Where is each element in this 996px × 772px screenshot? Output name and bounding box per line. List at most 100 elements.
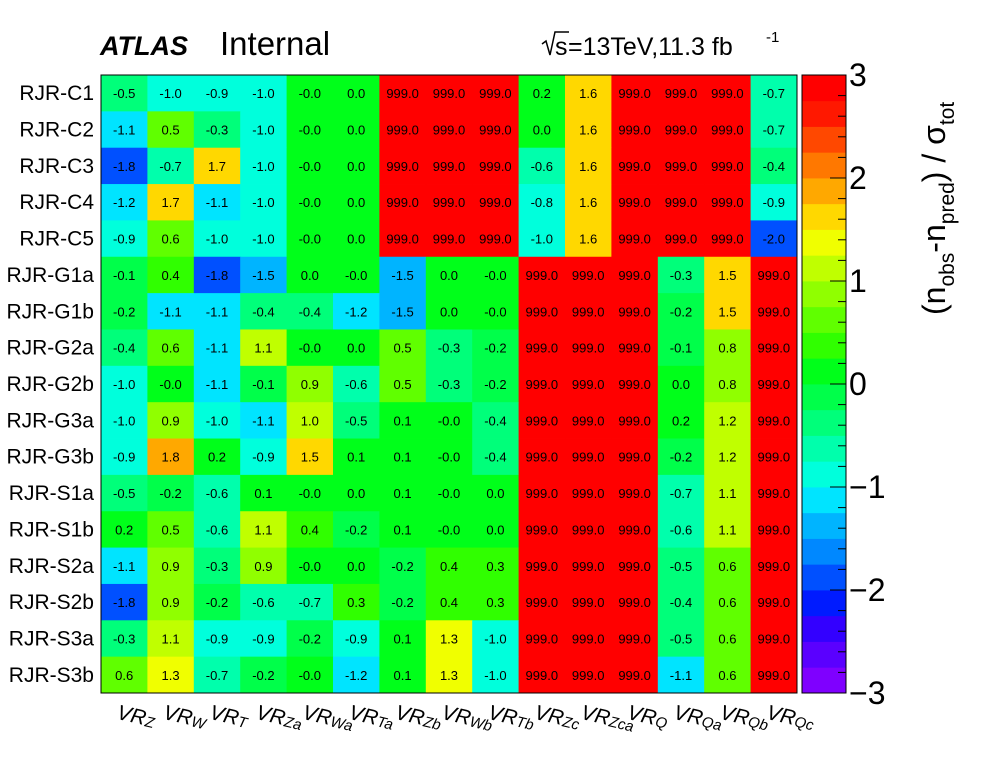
heatmap-cell bbox=[240, 402, 287, 439]
cell-value-label: 999.0 bbox=[386, 195, 419, 210]
cell-value-label: 0.5 bbox=[394, 341, 412, 356]
cell-value-label: 0.5 bbox=[162, 123, 180, 138]
heatmap-cell bbox=[193, 75, 241, 112]
cell-value-label: -1.0 bbox=[252, 195, 274, 210]
cell-value-label: 0.6 bbox=[162, 232, 180, 247]
row-label: RJR-C4 bbox=[19, 191, 94, 214]
heatmap-cell bbox=[657, 474, 705, 512]
color-scale-segment bbox=[802, 75, 846, 102]
color-scale-title: (nobs-npred) / σtot bbox=[916, 102, 959, 315]
cell-value-label: 0.6 bbox=[162, 341, 180, 356]
title-part-minus-n: -n bbox=[916, 224, 952, 252]
color-scale-segment bbox=[802, 384, 846, 411]
cell-value-label: 999.0 bbox=[758, 668, 791, 683]
cell-value-label: 999.0 bbox=[479, 159, 512, 174]
cell-value-label: 999.0 bbox=[386, 123, 419, 138]
heatmap-cell bbox=[425, 147, 473, 185]
cell-value-label: 0.0 bbox=[347, 232, 365, 247]
row-label: RJR-G2a bbox=[6, 337, 94, 360]
heatmap-cell bbox=[704, 365, 751, 403]
heatmap-cell bbox=[518, 402, 566, 439]
heatmap-cell bbox=[518, 256, 566, 294]
heatmap-cell bbox=[518, 75, 566, 112]
column-label-sub: Qa bbox=[700, 714, 723, 735]
row-label: RJR-S2b bbox=[9, 591, 94, 614]
cell-value-label: 999.0 bbox=[758, 486, 791, 501]
heatmap-cell bbox=[379, 147, 427, 185]
cell-value-label: 1.2 bbox=[718, 413, 736, 428]
cell-value-label: -0.3 bbox=[206, 123, 228, 138]
color-scale-segment bbox=[802, 512, 846, 539]
cell-value-label: 999.0 bbox=[618, 668, 651, 683]
column-label-sub: Q bbox=[653, 714, 669, 733]
heatmap-cell bbox=[193, 293, 241, 330]
cell-value-label: -0.7 bbox=[763, 86, 785, 101]
heatmap-cell bbox=[333, 547, 380, 585]
heatmap-cell bbox=[147, 111, 195, 149]
heatmap-cell bbox=[657, 402, 705, 439]
heatmap-cell bbox=[333, 511, 380, 548]
heatmap-cell bbox=[101, 329, 148, 367]
heatmap-cell bbox=[240, 474, 287, 512]
column-label: VRQc bbox=[764, 701, 817, 734]
cell-value-label: -0.3 bbox=[438, 341, 460, 356]
heatmap-cell bbox=[611, 583, 659, 621]
heatmap-cell bbox=[657, 620, 705, 658]
heatmap-cell bbox=[240, 583, 287, 621]
heatmap-cell bbox=[750, 365, 798, 403]
heatmap-cell bbox=[472, 656, 519, 694]
cell-value-label: 0.0 bbox=[347, 86, 365, 101]
cell-value-label: 0.2 bbox=[672, 413, 690, 428]
heatmap-cell bbox=[286, 402, 334, 439]
row-label: RJR-G1a bbox=[6, 264, 94, 287]
cell-value-label: -1.5 bbox=[391, 268, 413, 283]
cell-value-label: -0.7 bbox=[299, 595, 321, 610]
heatmap-value-labels: -0.5 -1.0 -0.9 -1.0 -0.0 0.0 999.0 999.0 999.0 0.… bbox=[113, 86, 790, 683]
heatmap-cell bbox=[425, 656, 473, 694]
cell-value-label: 999.0 bbox=[526, 377, 559, 392]
cell-value-label: -1.1 bbox=[206, 377, 228, 392]
cell-value-label: 999.0 bbox=[758, 450, 791, 465]
cell-value-label: -1.0 bbox=[531, 232, 553, 247]
cell-value-label: 999.0 bbox=[758, 559, 791, 574]
cell-value-label: 999.0 bbox=[758, 631, 791, 646]
heatmap-cell bbox=[333, 474, 380, 512]
cell-value-label: -2.0 bbox=[763, 232, 785, 247]
heatmap-cell bbox=[472, 111, 519, 149]
heatmap-cell bbox=[750, 511, 798, 548]
heatmap-cell bbox=[101, 402, 148, 439]
cell-value-label: -0.4 bbox=[670, 595, 692, 610]
heatmap-cell bbox=[333, 583, 380, 621]
heatmap-cell bbox=[704, 111, 751, 149]
cell-value-label: -0.0 bbox=[484, 304, 506, 319]
heatmap-cell bbox=[193, 438, 241, 476]
heatmap-cell bbox=[101, 256, 148, 294]
heatmap-cell bbox=[611, 620, 659, 658]
heatmap-cell bbox=[193, 547, 241, 585]
heatmap-cell bbox=[425, 474, 473, 512]
cell-value-label: 0.1 bbox=[394, 631, 412, 646]
cell-value-label: -0.0 bbox=[438, 486, 460, 501]
column-label-sub: Ta bbox=[375, 714, 395, 734]
heatmap-cell bbox=[286, 547, 334, 585]
heatmap-cell bbox=[472, 220, 519, 258]
cell-value-label: 1.8 bbox=[162, 450, 180, 465]
cell-value-label: 999.0 bbox=[572, 522, 605, 537]
heatmap-cell bbox=[240, 220, 287, 258]
heatmap-cell bbox=[565, 111, 612, 149]
heatmap-cell bbox=[425, 438, 473, 476]
heatmap-cell bbox=[611, 656, 659, 694]
energy-lumi-label: s =13TeV,11.3 fb -1 bbox=[541, 29, 779, 61]
heatmap-cell bbox=[472, 256, 519, 294]
cell-value-label: 0.3 bbox=[486, 559, 504, 574]
cell-value-label: -0.0 bbox=[299, 341, 321, 356]
heatmap-cell bbox=[472, 293, 519, 330]
heatmap-cell bbox=[518, 474, 566, 512]
cell-value-label: -0.2 bbox=[299, 631, 321, 646]
cell-value-label: 999.0 bbox=[665, 86, 698, 101]
heatmap-cell bbox=[750, 111, 798, 149]
cell-value-label: 0.1 bbox=[394, 413, 412, 428]
heatmap-cell bbox=[657, 365, 705, 403]
cell-value-label: 0.0 bbox=[347, 341, 365, 356]
heatmap-cell bbox=[518, 365, 566, 403]
